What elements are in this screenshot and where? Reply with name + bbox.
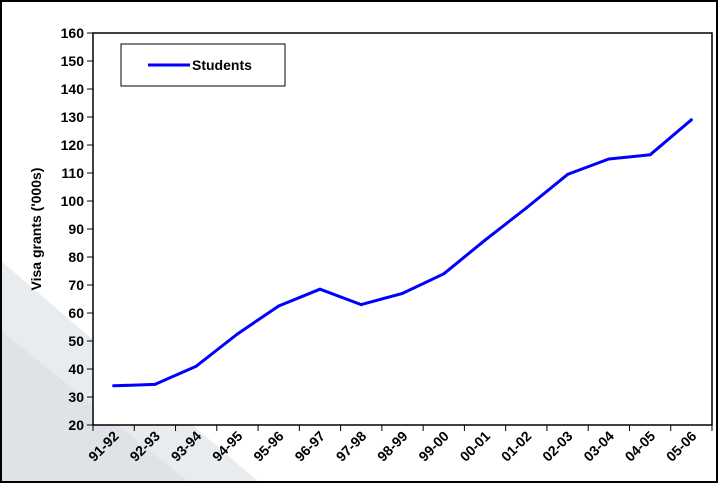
data-point bbox=[112, 384, 116, 388]
data-point bbox=[318, 287, 322, 291]
data-point bbox=[689, 118, 693, 122]
data-point bbox=[277, 304, 281, 308]
y-tick-label: 80 bbox=[68, 249, 84, 265]
x-tick-label: 98-99 bbox=[374, 428, 411, 465]
data-point bbox=[194, 364, 198, 368]
y-tick-label: 40 bbox=[68, 361, 84, 377]
x-tick-label: 95-96 bbox=[250, 428, 287, 465]
data-point bbox=[607, 157, 611, 161]
data-point bbox=[153, 382, 157, 386]
x-tick-label: 05-06 bbox=[663, 428, 700, 465]
x-tick-label: 02-03 bbox=[539, 428, 576, 465]
y-tick-label: 120 bbox=[61, 137, 85, 153]
data-point bbox=[235, 332, 239, 336]
x-tick-label: 99-00 bbox=[415, 428, 452, 465]
data-point bbox=[524, 206, 528, 210]
data-point bbox=[648, 153, 652, 157]
y-tick-label: 140 bbox=[61, 81, 85, 97]
y-tick-label: 100 bbox=[61, 193, 85, 209]
y-tick-label: 160 bbox=[61, 25, 85, 41]
plot-area bbox=[92, 32, 713, 426]
data-point bbox=[442, 272, 446, 276]
data-point bbox=[566, 172, 570, 176]
y-axis-title: Visa grants ('000s) bbox=[28, 168, 44, 291]
y-tick-label: 150 bbox=[61, 53, 85, 69]
data-point bbox=[359, 303, 363, 307]
legend: Students bbox=[120, 43, 286, 87]
y-tick-label: 50 bbox=[68, 333, 84, 349]
y-tick-label: 130 bbox=[61, 109, 85, 125]
x-tick-label: 96-97 bbox=[291, 428, 328, 465]
series-layer bbox=[112, 118, 693, 388]
y-tick-label: 90 bbox=[68, 221, 84, 237]
y-tick-label: 60 bbox=[68, 305, 84, 321]
y-axis: 20 30 40 50 60 70 80 90 100 110 120 130 140 150 160 bbox=[61, 25, 93, 433]
y-tick-label: 20 bbox=[68, 417, 84, 433]
y-tick-label: 30 bbox=[68, 389, 84, 405]
data-point bbox=[401, 291, 404, 295]
y-tick-label: 70 bbox=[68, 277, 84, 293]
x-tick-label: 01-02 bbox=[498, 428, 535, 465]
x-tick-label: 97-98 bbox=[333, 428, 370, 465]
x-tick-label: 03-04 bbox=[580, 428, 617, 465]
y-tick-label: 110 bbox=[61, 165, 84, 181]
data-point bbox=[483, 238, 487, 242]
legend-label-students: Students bbox=[192, 57, 252, 73]
x-tick-label: 00-01 bbox=[457, 428, 494, 465]
x-tick-label: 04-05 bbox=[622, 428, 659, 465]
